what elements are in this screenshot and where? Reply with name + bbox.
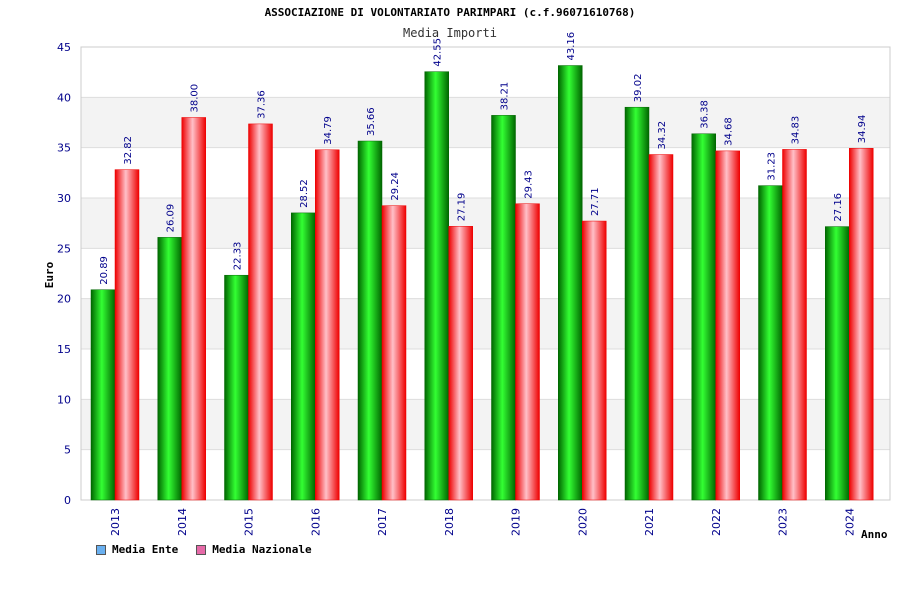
data-label: 27.16 <box>833 193 844 222</box>
y-tick-label: 35 <box>57 142 71 155</box>
bar-media-ente <box>224 274 249 501</box>
x-tick-label: 2018 <box>443 508 456 536</box>
x-axis-ticks: 2013 2014 2015 2016 2017 2018 2019 2020 2021 2022… <box>109 508 856 536</box>
data-label: 34.79 <box>323 116 334 145</box>
bar-media-ente <box>157 237 182 501</box>
x-tick-label: 2022 <box>710 508 723 536</box>
data-label: 26.09 <box>166 204 177 233</box>
background-band <box>81 298 890 349</box>
data-label: 34.68 <box>724 117 735 146</box>
data-label: 29.43 <box>524 170 535 199</box>
bar-media-ente <box>357 140 383 501</box>
data-label: 34.94 <box>857 115 868 144</box>
data-label: 39.02 <box>633 74 644 103</box>
y-tick-label: 0 <box>64 494 71 507</box>
data-label: 28.52 <box>299 179 310 208</box>
y-tick-label: 25 <box>57 242 71 255</box>
data-label: 42.55 <box>433 38 444 67</box>
x-tick-label: 2020 <box>576 508 589 536</box>
bar-media-ente <box>825 226 850 501</box>
background-band <box>81 97 890 148</box>
x-axis-label: Anno <box>861 528 888 541</box>
y-axis-ticks: 0 5 10 15 20 25 30 35 40 45 <box>57 41 71 507</box>
bar-media-nazionale <box>114 169 140 501</box>
plot-background-bands <box>81 97 890 450</box>
legend-swatch-ente <box>96 544 106 555</box>
bar-media-nazionale <box>782 149 807 501</box>
bar-media-nazionale <box>181 117 206 501</box>
bar-media-ente <box>424 71 449 501</box>
legend-swatch-nazionale <box>196 544 207 555</box>
x-tick-label: 2014 <box>176 508 189 536</box>
data-label: 38.21 <box>500 82 511 111</box>
y-tick-label: 5 <box>64 444 71 457</box>
data-label: 31.23 <box>767 152 778 181</box>
x-tick-label: 2021 <box>643 508 656 536</box>
data-label: 43.16 <box>566 32 577 61</box>
y-tick-label: 45 <box>57 41 71 54</box>
bar-media-ente <box>291 212 316 501</box>
y-tick-label: 20 <box>57 293 71 306</box>
bar-media-ente <box>90 289 116 501</box>
data-label: 27.19 <box>457 193 468 222</box>
data-label: 22.33 <box>233 242 244 271</box>
bar-media-ente <box>691 133 716 501</box>
background-band <box>81 399 890 450</box>
legend-item-media-ente: Media Ente <box>96 543 178 556</box>
bar-media-ente <box>491 115 516 501</box>
data-label: 37.36 <box>257 90 268 119</box>
bar-media-nazionale <box>515 203 540 501</box>
y-tick-label: 40 <box>57 91 71 104</box>
x-tick-label: 2015 <box>243 508 256 536</box>
bar-media-ente <box>558 65 583 501</box>
data-label: 29.24 <box>390 172 401 201</box>
data-label: 34.83 <box>791 116 802 145</box>
data-label: 35.66 <box>366 107 377 136</box>
bar-media-nazionale <box>849 148 874 501</box>
chart-subtitle: Media Importi <box>403 26 497 40</box>
data-label: 38.00 <box>190 84 201 113</box>
bar-media-nazionale <box>248 123 273 501</box>
x-tick-label: 2019 <box>510 508 523 536</box>
x-tick-label: 2024 <box>843 508 856 536</box>
y-tick-label: 10 <box>57 393 71 406</box>
x-tick-label: 2023 <box>777 508 790 536</box>
y-tick-label: 30 <box>57 192 71 205</box>
x-tick-label: 2013 <box>109 508 122 536</box>
y-axis-label: Euro <box>43 261 56 288</box>
bar-media-nazionale <box>315 149 340 501</box>
data-label: 36.38 <box>700 100 711 129</box>
bar-media-nazionale <box>715 150 740 501</box>
data-label: 32.82 <box>123 136 134 165</box>
bar-media-ente <box>758 185 783 501</box>
legend-label-ente: Media Ente <box>112 543 179 556</box>
legend-item-media-nazionale: Media Nazionale <box>196 543 312 556</box>
plot-frame <box>80 46 891 501</box>
x-tick-label: 2016 <box>309 508 322 536</box>
bar-media-nazionale <box>582 220 607 501</box>
data-label: 34.32 <box>657 121 668 150</box>
bars: 20.89 32.82 26.09 38.00 22.33 37.36 28.52 34.79… <box>90 32 874 501</box>
bar-media-nazionale <box>448 226 473 501</box>
bar-media-ente <box>624 106 650 501</box>
legend: Media Ente Media Nazionale <box>96 543 312 556</box>
legend-label-nazionale: Media Nazionale <box>212 543 312 556</box>
bar-media-nazionale <box>648 154 674 501</box>
data-label: 27.71 <box>590 187 601 216</box>
chart-title: ASSOCIAZIONE DI VOLONTARIATO PARIMPARI (… <box>264 6 636 19</box>
y-tick-label: 15 <box>57 343 71 356</box>
bar-media-nazionale <box>381 205 407 501</box>
background-band <box>81 198 890 249</box>
data-label: 20.89 <box>99 256 110 285</box>
x-tick-label: 2017 <box>376 508 389 536</box>
